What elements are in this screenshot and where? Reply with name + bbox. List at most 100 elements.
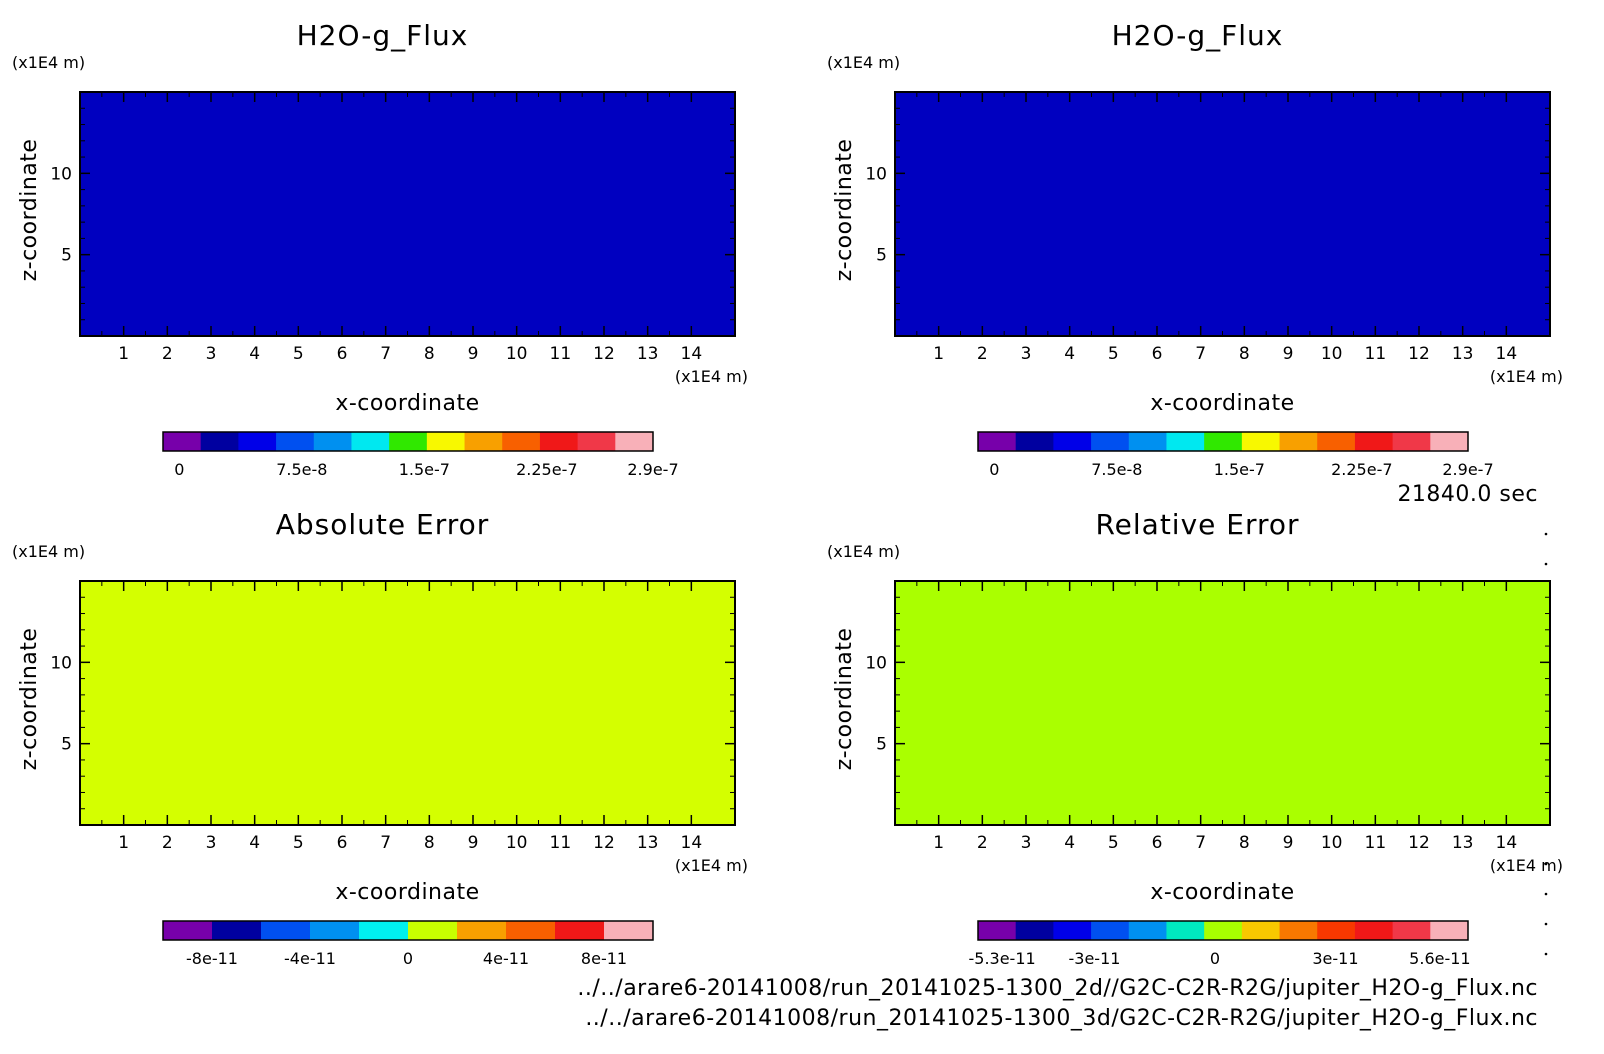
colorbar-segment <box>1354 921 1394 940</box>
x-unit-label: (x1E4 m) <box>1490 367 1563 386</box>
x-tick-label: 2 <box>977 833 988 853</box>
x-tick-label: 14 <box>681 344 703 364</box>
colorbar-tick-label: -8e-11 <box>186 949 238 968</box>
y-tick-label: 5 <box>876 735 887 755</box>
x-tick-label: 7 <box>380 344 391 364</box>
colorbar-segment <box>1166 921 1205 940</box>
colorbar-frame <box>162 431 654 452</box>
x-unit-label: (x1E4 m) <box>675 856 748 875</box>
x-tick-label: 8 <box>424 833 435 853</box>
colorbar-segment <box>506 921 556 940</box>
colorbar-segment <box>238 432 277 451</box>
x-tick-label: 8 <box>1239 833 1250 853</box>
x-tick-label: 3 <box>206 833 217 853</box>
edge-dot <box>1544 532 1548 536</box>
colorbar-segment <box>1166 432 1205 451</box>
colorbar-tick-label: 3e-11 <box>1312 949 1358 968</box>
colorbar-tick-label: 2.25e-7 <box>516 460 577 479</box>
y-tick-label: 10 <box>865 164 887 184</box>
colorbar-tick-label: 1.5e-7 <box>399 460 450 479</box>
colorbar-segment <box>1241 432 1281 451</box>
x-tick-label: 2 <box>162 833 173 853</box>
colorbar-segment <box>1053 921 1092 940</box>
colorbar-segment <box>1128 921 1167 940</box>
colorbar-tick-label: 0 <box>174 460 184 479</box>
colorbar-tick-label: 0 <box>403 949 413 968</box>
colorbar-tick-label: 7.5e-8 <box>276 460 327 479</box>
y-unit-label: (x1E4 m) <box>12 53 85 72</box>
colorbar-segment <box>163 432 202 451</box>
colorbar-segment <box>1204 432 1243 451</box>
x-tick-label: 1 <box>933 344 944 364</box>
x-tick-label: 10 <box>1321 344 1343 364</box>
colorbar-segment <box>577 432 616 451</box>
colorbar-segment <box>359 921 409 940</box>
y-axis-label: z-coordinate <box>17 139 42 282</box>
x-tick-label: 7 <box>1195 833 1206 853</box>
heatmap-field <box>80 92 735 336</box>
colorbar-segment <box>310 921 360 940</box>
colorbar-segment <box>555 921 605 940</box>
colorbar-segment <box>1015 432 1054 451</box>
y-tick-label: 5 <box>876 246 887 266</box>
x-tick-label: 5 <box>1108 833 1119 853</box>
x-tick-label: 7 <box>380 833 391 853</box>
colorbar-tick-label: 7.5e-8 <box>1091 460 1142 479</box>
colorbar-tick-label: -4e-11 <box>284 949 336 968</box>
colorbar-segment <box>1354 432 1394 451</box>
panel-3: Absolute Error(x1E4 m)1 2 3 4 5 6 7 8 9 10 11 12 13 1… <box>12 508 748 968</box>
x-unit-label: (x1E4 m) <box>675 367 748 386</box>
colorbar-frame <box>977 920 1469 941</box>
colorbar-tick-label: 4e-11 <box>483 949 529 968</box>
colorbar-segment <box>539 432 579 451</box>
x-tick-label: 14 <box>1496 833 1518 853</box>
colorbar-segment <box>351 432 390 451</box>
colorbar-segment <box>1204 921 1243 940</box>
y-unit-label: (x1E4 m) <box>827 53 900 72</box>
file-path-2d: ../../arare6-20141008/run_20141025-1300_… <box>577 976 1538 1001</box>
x-tick-label: 9 <box>468 344 479 364</box>
colorbar-tick-label: 0 <box>1210 949 1220 968</box>
colorbar-segment <box>978 921 1017 940</box>
colorbar-segment <box>604 921 654 940</box>
colorbar-frame <box>162 920 654 941</box>
x-tick-label: 11 <box>550 344 572 364</box>
panel-2: H2O-g_Flux(x1E4 m)1 2 3 4 5 6 7 8 9 10 11 12 13 14510… <box>827 19 1563 479</box>
x-tick-label: 10 <box>506 833 528 853</box>
x-tick-label: 13 <box>1452 344 1474 364</box>
y-axis-label: z-coordinate <box>832 628 857 771</box>
x-tick-label: 13 <box>637 344 659 364</box>
heatmap-field <box>80 581 735 825</box>
x-tick-label: 1 <box>118 344 129 364</box>
colorbar-segment <box>1128 432 1167 451</box>
y-axis-label: z-coordinate <box>17 628 42 771</box>
colorbar-segment <box>1279 921 1318 940</box>
x-axis-label: x-coordinate <box>1150 880 1294 905</box>
x-tick-label: 3 <box>1021 344 1032 364</box>
x-tick-label: 10 <box>1321 833 1343 853</box>
colorbar-segment <box>464 432 503 451</box>
x-tick-label: 3 <box>206 344 217 364</box>
panel-1: H2O-g_Flux(x1E4 m)1 2 3 4 5 6 7 8 9 10 11 12 13 14510… <box>12 19 748 479</box>
x-tick-label: 11 <box>550 833 572 853</box>
colorbar-segment <box>978 432 1017 451</box>
x-tick-label: 8 <box>1239 344 1250 364</box>
x-unit-label: (x1E4 m) <box>1490 856 1563 875</box>
y-unit-label: (x1E4 m) <box>12 542 85 561</box>
colorbar-segment <box>1279 432 1318 451</box>
x-tick-label: 7 <box>1195 344 1206 364</box>
x-tick-label: 13 <box>637 833 659 853</box>
y-tick-label: 10 <box>50 164 72 184</box>
heatmap-field <box>895 581 1550 825</box>
colorbar-segment <box>1015 921 1054 940</box>
colorbar-segment <box>1392 432 1431 451</box>
colorbar-segment <box>1241 921 1281 940</box>
colorbar-segment <box>1053 432 1092 451</box>
x-tick-label: 12 <box>1408 833 1430 853</box>
colorbar-tick-label: -5.3e-11 <box>968 949 1035 968</box>
time-label: 21840.0 sec <box>1397 482 1538 507</box>
colorbar-tick-label: 2.9e-7 <box>1442 460 1493 479</box>
x-tick-label: 11 <box>1365 344 1387 364</box>
colorbar-segment <box>276 432 315 451</box>
